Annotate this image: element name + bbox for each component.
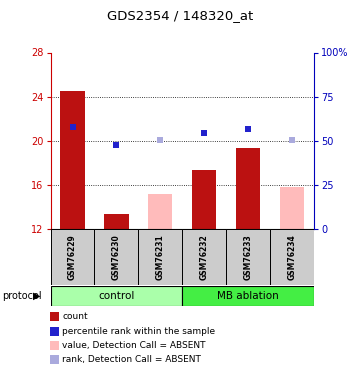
Text: count: count: [62, 312, 88, 321]
Bar: [280, 187, 304, 229]
Text: GSM76230: GSM76230: [112, 234, 121, 280]
Bar: [51, 229, 95, 285]
Bar: [226, 229, 270, 285]
Point: [245, 126, 251, 132]
Text: GSM76233: GSM76233: [244, 234, 253, 280]
Bar: [95, 229, 138, 285]
Text: protocol: protocol: [2, 291, 42, 301]
Text: value, Detection Call = ABSENT: value, Detection Call = ABSENT: [62, 341, 206, 350]
Text: MB ablation: MB ablation: [217, 291, 279, 301]
Bar: [51, 286, 182, 306]
Text: GSM76231: GSM76231: [156, 234, 165, 280]
Text: GSM76232: GSM76232: [200, 234, 209, 280]
Text: GDS2354 / 148320_at: GDS2354 / 148320_at: [107, 9, 254, 22]
Point: [289, 136, 295, 142]
Bar: [104, 214, 129, 229]
Text: control: control: [98, 291, 135, 301]
Bar: [270, 229, 314, 285]
Bar: [182, 229, 226, 285]
Text: percentile rank within the sample: percentile rank within the sample: [62, 327, 216, 336]
Text: GSM76234: GSM76234: [288, 234, 297, 280]
Point: [70, 124, 75, 130]
Text: ▶: ▶: [34, 291, 41, 301]
Bar: [192, 170, 216, 229]
Bar: [138, 229, 182, 285]
Text: GSM76229: GSM76229: [68, 234, 77, 280]
Bar: [148, 194, 173, 229]
Point: [113, 142, 119, 148]
Point: [201, 130, 207, 136]
Text: rank, Detection Call = ABSENT: rank, Detection Call = ABSENT: [62, 355, 201, 364]
Point: [157, 136, 163, 142]
Bar: [182, 286, 314, 306]
Bar: [60, 91, 84, 229]
Bar: [236, 148, 260, 229]
